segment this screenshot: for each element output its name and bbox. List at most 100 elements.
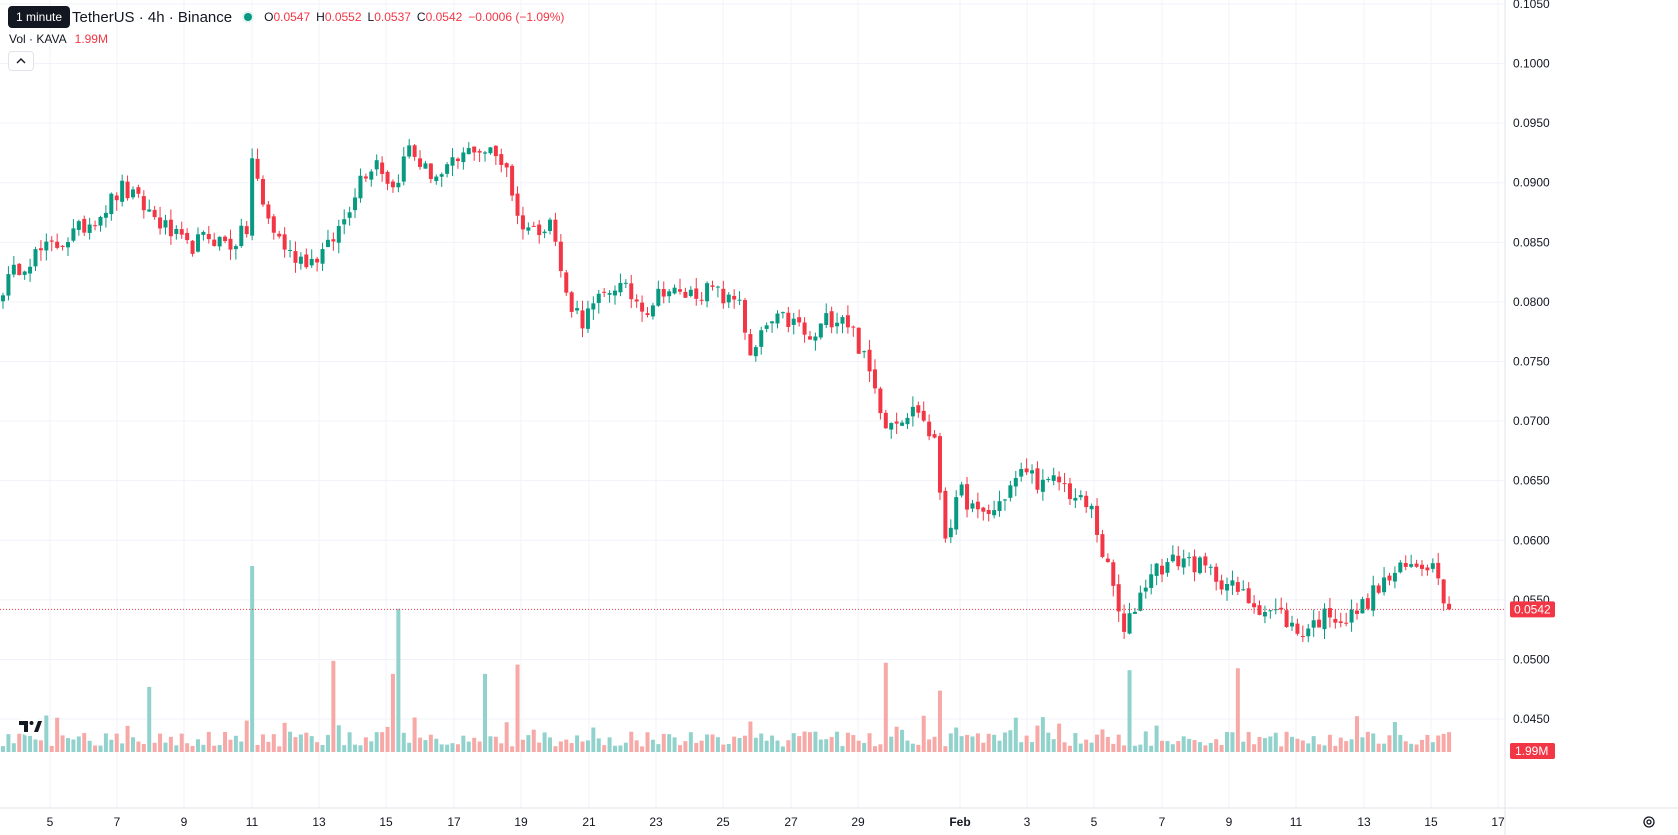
settings-gear-icon[interactable] [1643,816,1655,828]
candle-body [807,336,812,340]
volume-bar [1214,739,1219,752]
candle-body [1203,556,1208,566]
low-label: L [367,10,375,24]
candle-body [11,264,16,275]
volume-bar [678,745,682,752]
volume-bar [445,744,450,752]
candle-body [1122,613,1127,632]
candle-body [640,302,645,312]
tradingview-logo-icon[interactable] [14,714,44,736]
time-tick-label: 17 [1491,815,1505,829]
candle-body [705,283,710,302]
volume-bar [401,732,406,752]
candle-body [428,163,433,179]
candle-body [71,228,76,241]
volume-bar [1219,745,1224,752]
volume-bar [363,737,368,752]
candle-body [1241,589,1246,591]
volume-bar [531,729,536,752]
volume-bar [705,734,710,752]
volume-bar [244,720,249,752]
volume-bar [1436,735,1441,752]
volume-bar [282,722,287,752]
volume-bar [1403,741,1408,752]
candle-body [103,212,108,218]
collapse-legend-button[interactable] [8,51,34,71]
candle-body [298,256,303,264]
candle-body [201,231,206,235]
volume-bar [147,686,152,752]
volume-bar [1284,731,1289,752]
volume-bar [1057,723,1062,752]
price-tick-label: 0.0900 [1513,176,1550,190]
ohlc-values: O0.0547 H0.0552 L0.0537 C0.0542 −0.0006 … [264,10,564,24]
candle-body [483,152,488,154]
volume-bar [1447,732,1452,752]
candle-body [1143,587,1148,592]
candle-body [55,241,60,248]
volume-bar [900,729,905,752]
candle-body [1170,554,1175,562]
volume-bar [1019,742,1024,752]
candle-body [1187,557,1192,559]
volume-label[interactable]: Vol · KAVA [9,32,67,46]
candle-body [645,313,650,316]
price-tick-label: 0.1050 [1513,0,1550,11]
candle-body [683,291,688,298]
time-scale[interactable]: 5 7 9 11 13 15 17 19 21 23 25 27 29 Feb 3 5 7 9 11 13 15 17 [0,807,1678,829]
candle-body [607,293,612,295]
candle-body [927,421,932,437]
candle-body [250,158,255,236]
candle-body [1089,505,1094,510]
volume-bar [407,742,412,752]
candle-body [336,226,341,243]
time-tick-label: 15 [1424,815,1438,829]
volume-bar [645,732,650,752]
candle-body [114,195,119,201]
candle-body [515,193,520,216]
candle-body [591,303,596,310]
volume-bar [28,735,33,752]
candle-body [493,145,498,157]
candle-body [1002,499,1007,501]
volume-bars [1,566,1452,752]
candle-body [255,158,260,179]
candle-body [835,322,840,327]
volume-bar [439,744,444,752]
candle-body [1057,476,1062,483]
volume-bar [1084,739,1089,752]
volume-bar [1149,745,1154,752]
volume-bar [786,740,791,752]
volume-bar [412,717,417,752]
volume-bar [179,733,184,752]
market-status-icon[interactable] [242,11,255,23]
volume-bar [1398,734,1403,752]
candle-body [780,312,785,314]
candle-body [1355,610,1359,614]
candle-body [1409,564,1414,567]
volume-bar [1122,745,1127,752]
candle-body [596,293,601,304]
volume-bar [1382,743,1387,752]
open-value: 0.0547 [273,10,311,24]
candle-body [965,484,970,510]
candle-body [1403,562,1408,567]
volume-bar [1419,739,1424,752]
candle-body [981,507,986,512]
candle-body [1225,584,1230,591]
candle-body [1257,605,1262,615]
candle-body [390,181,395,188]
volume-bar [385,726,390,752]
volume-bar [277,746,282,752]
volume-bar [851,735,856,752]
symbol-title[interactable]: TetherUS · 4h · Binance [72,8,233,26]
price-scale[interactable]: 0.1050 0.1000 0.0950 0.0900 0.0850 0.0800 0.07… [1504,0,1550,835]
change-value: −0.0006 (−1.09%) [468,10,565,24]
candle-body [439,174,444,177]
volume-bar [141,743,146,752]
price-tick-label: 0.0950 [1513,116,1550,130]
volume-bar [791,733,796,752]
candle-body [82,218,87,233]
candle-body [1046,478,1051,480]
